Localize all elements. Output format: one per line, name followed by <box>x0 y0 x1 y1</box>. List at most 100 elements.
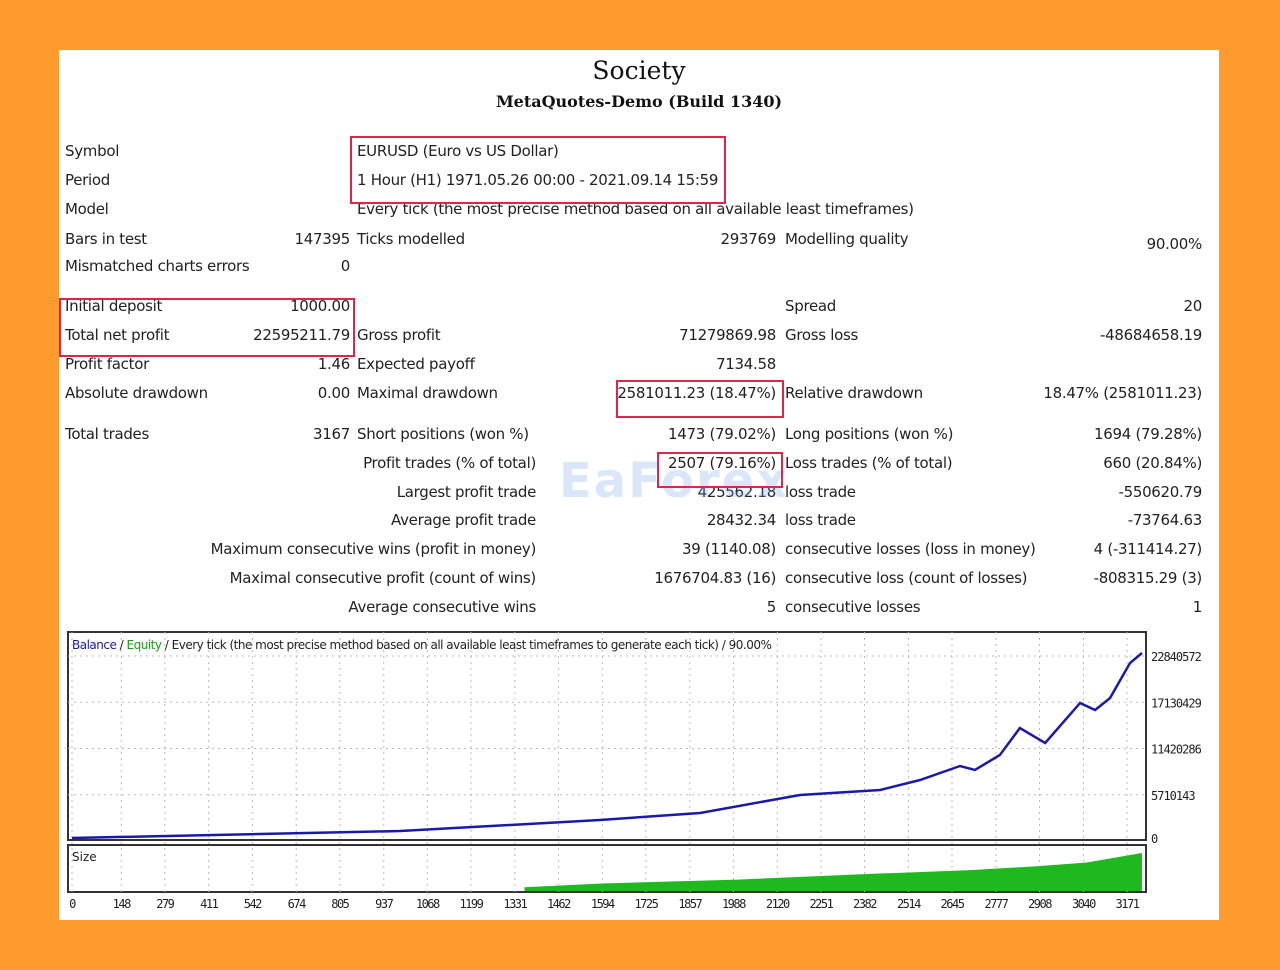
stat-v3-row-3: 90.00% <box>1146 235 1203 253</box>
stat-v1-row-10: Profit trades (% of total) <box>363 454 536 472</box>
stat-v3-row-12: -73764.63 <box>1127 511 1203 529</box>
x-tick-label: 2777 <box>984 897 1008 911</box>
stat-l2-row-3: Ticks modelled <box>357 230 465 248</box>
x-tick-label: 2120 <box>766 897 790 911</box>
highlight-max-drawdown <box>616 380 784 418</box>
stat-l1-row-0: Symbol <box>65 142 120 160</box>
stat-v3-row-15: 1 <box>1192 598 1203 616</box>
x-tick-label: 1857 <box>678 897 702 911</box>
stat-l2-row-0: EURUSD (Euro vs US Dollar) <box>357 142 559 160</box>
x-tick-label: 411 <box>200 897 218 911</box>
y-tick-label: 0 <box>1151 832 1158 846</box>
x-tick-label: 1199 <box>459 897 483 911</box>
size-area <box>524 853 1142 891</box>
stat-v1-row-5: 1000.00 <box>290 297 350 315</box>
stat-l3-row-3: Modelling quality <box>785 230 909 248</box>
report-panel: Society MetaQuotes-Demo (Build 1340) Sym… <box>59 50 1219 920</box>
stat-v3-row-14: -808315.29 (3) <box>1093 569 1203 587</box>
legend-sep: / <box>116 638 127 652</box>
stat-v3-row-9: 1694 (79.28%) <box>1094 425 1202 443</box>
stat-l3-row-15: consecutive losses <box>785 598 921 616</box>
stat-v1-row-12: Average profit trade <box>391 511 536 529</box>
x-tick-label: 805 <box>331 897 349 911</box>
stat-l2-row-8: Maximal drawdown <box>357 384 498 402</box>
x-tick-label: 1988 <box>722 897 746 911</box>
y-tick-label: 22840572 <box>1151 650 1202 664</box>
stat-l2-row-6: Gross profit <box>357 326 441 344</box>
legend-description: / Every tick (the most precise method ba… <box>161 638 772 652</box>
stat-v1-row-11: Largest profit trade <box>396 483 537 501</box>
y-tick-label: 11420286 <box>1151 743 1202 757</box>
x-tick-label: 148 <box>113 897 131 911</box>
x-tick-label: 1725 <box>634 897 658 911</box>
x-tick-label: 2251 <box>809 897 833 911</box>
stat-l1-row-2: Model <box>65 200 109 218</box>
stat-l2-row-2: Every tick (the most precise method base… <box>357 200 914 218</box>
stat-v1-row-7: 1.46 <box>317 355 351 373</box>
stat-v2-row-6: 71279869.98 <box>679 326 776 344</box>
stat-l3-row-13: consecutive losses (loss in money) <box>785 540 1036 558</box>
stat-l3-row-5: Spread <box>785 297 837 315</box>
stat-l1-row-3: Bars in test <box>65 230 147 248</box>
x-tick-label: 279 <box>156 897 174 911</box>
stat-v1-row-8: 0.00 <box>317 384 351 402</box>
y-tick-label: 17130429 <box>1151 696 1202 710</box>
legend-equity: Equity <box>126 638 162 652</box>
x-tick-label: 0 <box>69 897 76 911</box>
stat-l3-row-10: Loss trades (% of total) <box>785 454 953 472</box>
highlight-deposit-profit <box>59 298 355 357</box>
stat-v2-row-15: 5 <box>766 598 777 616</box>
highlight-profit-trades <box>657 452 783 488</box>
stat-v2-row-10: 2507 (79.16%) <box>668 454 776 472</box>
x-tick-label: 1594 <box>591 897 615 911</box>
stat-v1-row-14: Maximal consecutive profit (count of win… <box>229 569 537 587</box>
x-tick-label: 2908 <box>1028 897 1052 911</box>
stat-l3-row-9: Long positions (won %) <box>785 425 954 443</box>
stat-v1-row-6: 22595211.79 <box>253 326 350 344</box>
stat-v2-row-8: 2581011.23 (18.47%) <box>617 384 776 402</box>
stat-v2-row-7: 7134.58 <box>716 355 776 373</box>
y-tick-label: 5710143 <box>1151 789 1195 803</box>
stat-l1-row-4: Mismatched charts errors <box>65 257 250 275</box>
stat-l2-row-9: Short positions (won %) <box>357 425 529 443</box>
stat-v1-row-9: 3167 <box>313 425 350 443</box>
highlight-symbol-period <box>350 136 726 204</box>
report-subtitle: MetaQuotes-Demo (Build 1340) <box>495 92 783 111</box>
stat-v1-row-4: 0 <box>340 257 351 275</box>
stat-l2-row-1: 1 Hour (H1) 1971.05.26 00:00 - 2021.09.1… <box>357 171 719 189</box>
x-tick-label: 1068 <box>416 897 440 911</box>
x-tick-label: 3040 <box>1072 897 1096 911</box>
stat-l3-row-14: consecutive loss (count of losses) <box>785 569 1028 587</box>
stat-v2-row-13: 39 (1140.08) <box>682 540 776 558</box>
stat-l1-row-7: Profit factor <box>65 355 149 373</box>
stat-l1-row-1: Period <box>65 171 110 189</box>
stat-v2-row-3: 293769 <box>720 230 777 248</box>
stat-l3-row-8: Relative drawdown <box>785 384 923 402</box>
main-plot-frame <box>67 631 1147 841</box>
stat-l1-row-8: Absolute drawdown <box>65 384 208 402</box>
x-tick-label: 1462 <box>547 897 571 911</box>
x-tick-label: 3171 <box>1116 897 1140 911</box>
stat-l1-row-9: Total trades <box>65 425 150 443</box>
stat-l2-row-7: Expected payoff <box>357 355 475 373</box>
stat-v2-row-12: 28432.34 <box>706 511 776 529</box>
stat-l3-row-6: Gross loss <box>785 326 859 344</box>
x-tick-label: 542 <box>244 897 262 911</box>
stat-l3-row-11: loss trade <box>785 483 856 501</box>
x-tick-label: 2645 <box>941 897 965 911</box>
chart-legend: Balance / Equity / Every tick (the most … <box>72 638 772 652</box>
legend-balance: Balance <box>72 638 117 652</box>
stat-l1-row-5: Initial deposit <box>65 297 163 315</box>
report-title: Society <box>592 56 686 85</box>
x-tick-label: 674 <box>288 897 306 911</box>
stat-l1-row-6: Total net profit <box>65 326 170 344</box>
x-tick-label: 1331 <box>503 897 527 911</box>
stat-v3-row-11: -550620.79 <box>1118 483 1202 501</box>
stat-v1-row-3: 147395 <box>294 230 351 248</box>
stat-v3-row-6: -48684658.19 <box>1099 326 1202 344</box>
size-label: Size <box>72 850 97 864</box>
stat-v2-row-14: 1676704.83 (16) <box>654 569 776 587</box>
x-tick-label: 2382 <box>853 897 877 911</box>
stat-v3-row-13: 4 (-311414.27) <box>1093 540 1203 558</box>
balance-chart: 22840572 17130429 11420286 5710143 0 0 148 279 4… <box>67 631 1203 911</box>
